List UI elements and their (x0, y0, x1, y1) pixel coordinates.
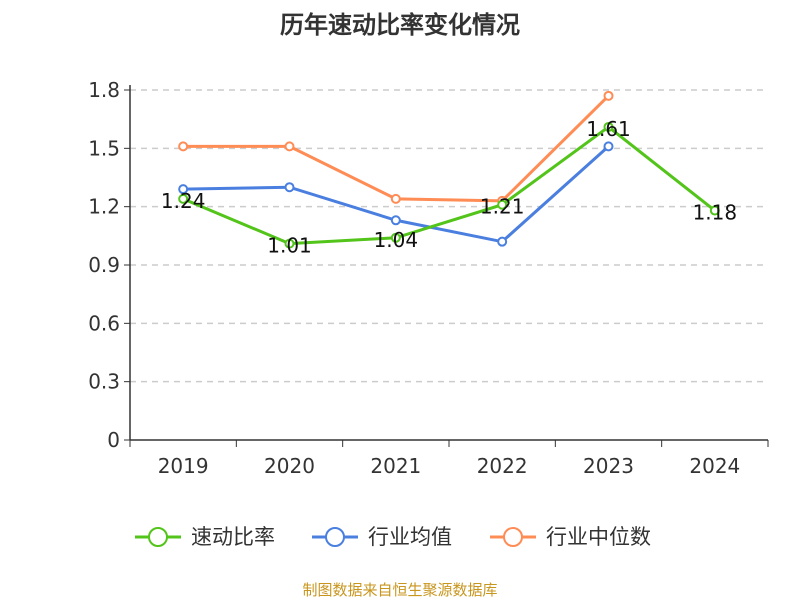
x-tick-label: 2021 (370, 454, 421, 478)
data-point (603, 90, 614, 101)
legend-label[interactable]: 行业均值 (368, 525, 452, 549)
x-tick-label: 2020 (264, 454, 315, 478)
data-point (178, 141, 189, 152)
data-point (284, 238, 295, 249)
data-label: 1.01 (267, 234, 312, 258)
data-label: 1.61 (586, 117, 631, 141)
legend-label[interactable]: 速动比率 (191, 525, 275, 549)
data-point (284, 141, 295, 152)
legend-label[interactable]: 行业中位数 (546, 525, 651, 549)
data-point (603, 121, 614, 132)
data-point (178, 184, 189, 195)
data-label: 1.04 (374, 228, 419, 252)
source-note: 制图数据来自恒生聚源数据库 (302, 581, 497, 599)
data-label: 1.21 (480, 195, 525, 219)
legend-marker (503, 527, 523, 547)
data-point (284, 182, 295, 193)
data-point (709, 205, 720, 216)
data-point (497, 199, 508, 210)
data-label: 1.24 (161, 189, 206, 213)
data-point (178, 193, 189, 204)
y-tick-label: 0.3 (88, 370, 120, 394)
data-point (390, 232, 401, 243)
y-tick-label: 1.2 (88, 195, 120, 219)
data-point (390, 215, 401, 226)
x-tick-label: 2024 (689, 454, 740, 478)
chart-title: 历年速动比率变化情况 (280, 11, 520, 39)
data-label: 1.18 (693, 201, 738, 225)
legend-marker (325, 527, 345, 547)
data-point (603, 141, 614, 152)
x-tick-label: 2022 (477, 454, 528, 478)
series-line-0 (182, 125, 716, 246)
x-tick-label: 2023 (583, 454, 634, 478)
legend-marker (148, 527, 168, 547)
y-tick-label: 0.9 (88, 253, 120, 277)
y-tick-label: 0.6 (88, 311, 120, 335)
data-point (497, 236, 508, 247)
y-tick-label: 1.8 (88, 78, 120, 102)
y-tick-label: 1.5 (88, 136, 120, 160)
y-tick-label: 0 (107, 428, 120, 452)
data-point (390, 193, 401, 204)
x-tick-label: 2019 (158, 454, 209, 478)
